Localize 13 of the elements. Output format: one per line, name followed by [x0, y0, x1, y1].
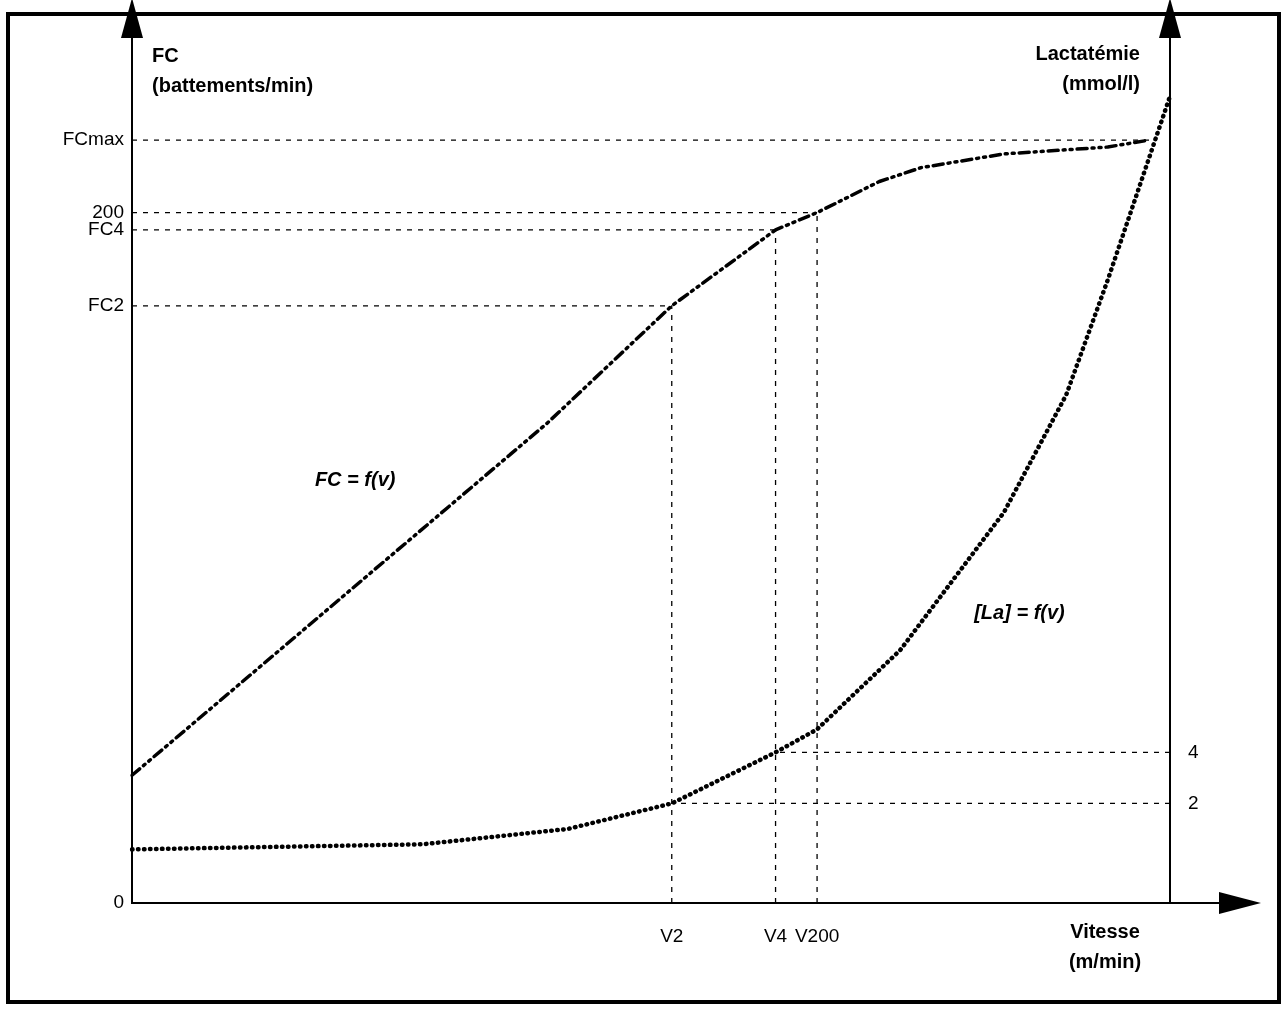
annotation: FC = f(v) [314, 467, 396, 490]
annotation: [La] = f(v) [973, 601, 1066, 624]
x-tick-label: V200 [794, 924, 840, 946]
y-tick-label: 0 [113, 891, 124, 913]
y-axis-title: FC (battements/min) [152, 44, 314, 96]
x-tick-label: V2 [660, 924, 684, 946]
y-tick-label: FC2 [88, 294, 124, 316]
y2-axis-title: Lactatémie (mmol/l) [1035, 42, 1140, 94]
y-tick-label: FCmax [62, 128, 125, 150]
x-tick-label: V4 [763, 924, 788, 946]
y2-tick-label: 2 [1188, 791, 1199, 813]
x-axis-title: Vitesse (m/min) [1068, 920, 1142, 972]
y2-tick-label: 4 [1188, 740, 1199, 762]
